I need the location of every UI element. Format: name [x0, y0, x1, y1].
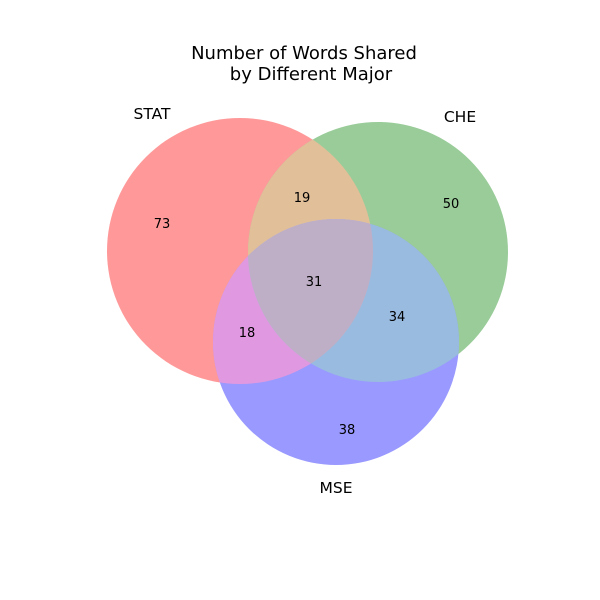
set-label-mse: MSE: [319, 479, 352, 497]
region-label-che-only: 50: [443, 197, 460, 212]
set-label-che: CHE: [444, 108, 476, 126]
region-label-all: 31: [306, 275, 323, 290]
chart-title-line-2: by Different Major: [230, 64, 393, 85]
region-label-stat-che: 19: [294, 191, 311, 206]
region-label-mse-only: 38: [339, 423, 356, 438]
set-label-stat: STAT: [134, 105, 172, 123]
region-label-stat-only: 73: [154, 217, 171, 232]
chart-title-line-1: Number of Words Shared: [191, 43, 417, 64]
overlap-all: [248, 219, 373, 382]
region-label-stat-mse: 18: [239, 326, 256, 341]
region-label-che-mse: 34: [389, 310, 406, 325]
